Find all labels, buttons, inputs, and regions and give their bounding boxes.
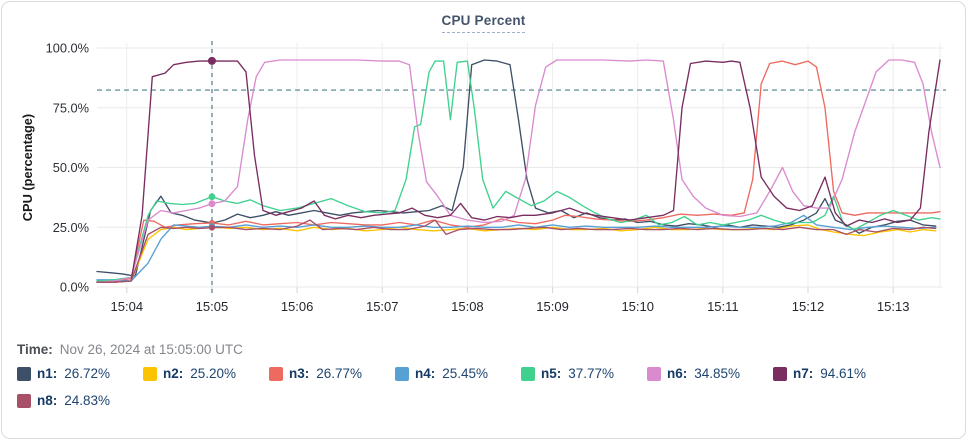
legend-series-name: n2:	[163, 366, 184, 381]
legend-series-value: 25.45%	[442, 366, 489, 381]
legend-swatch-n6	[647, 366, 661, 381]
time-label: Time:	[17, 342, 53, 357]
legend-swatch-n4	[395, 366, 409, 381]
legend-series-name: n5:	[541, 366, 562, 381]
legend-swatch-n8	[17, 393, 31, 408]
series-line-n4	[96, 214, 937, 282]
x-axis-tick-label: 15:10	[621, 299, 654, 314]
legend-item-n2[interactable]: n2: 25.20%	[143, 366, 264, 381]
series-line-n7	[96, 59, 941, 283]
legend-series-value: 26.72%	[64, 366, 111, 381]
legend-swatch-n3	[269, 366, 283, 381]
y-axis-title: CPU (percentage)	[20, 114, 35, 221]
legend-series-value: 34.85%	[694, 366, 741, 381]
y-axis-tick-label: 50.0%	[53, 160, 89, 175]
legend-series-value: 94.61%	[820, 366, 867, 381]
legend-item-n5[interactable]: n5: 37.77%	[521, 366, 642, 381]
legend-swatch-n7	[773, 366, 787, 381]
legend-swatch-n5	[521, 366, 535, 381]
legend-item-n1[interactable]: n1: 26.72%	[17, 366, 138, 381]
x-axis-tick-label: 15:09	[536, 299, 569, 314]
legend-swatch-n1	[17, 366, 31, 381]
legend-item-n3[interactable]: n3: 26.77%	[269, 366, 390, 381]
x-axis-tick-label: 15:08	[451, 299, 484, 314]
legend-series-value: 25.20%	[190, 366, 237, 381]
legend-series-name: n3:	[289, 366, 310, 381]
legend-series-value: 24.83%	[64, 393, 111, 408]
series-line-n5	[96, 60, 941, 282]
crosshair-dot-n5	[208, 193, 216, 201]
crosshair-dot-n7	[207, 56, 216, 65]
series-line-n2	[96, 224, 937, 283]
y-axis-tick-label: 75.0%	[53, 100, 89, 115]
tooltip-time-row: Time: Nov 26, 2024 at 15:05:00 UTC	[17, 342, 243, 357]
series-line-n1	[96, 59, 937, 277]
legend-series-name: n1:	[37, 366, 58, 381]
x-axis-tick-label: 15:12	[792, 299, 825, 314]
x-axis-tick-label: 15:11	[707, 299, 739, 314]
legend-item-n6[interactable]: n6: 34.85%	[647, 366, 768, 381]
legend-item-n4[interactable]: n4: 25.45%	[395, 366, 516, 381]
x-axis-tick-label: 15:07	[366, 299, 399, 314]
crosshair-dot-n8	[208, 224, 215, 231]
legend-series-name: n7:	[793, 366, 814, 381]
crosshair-dot-n6	[208, 200, 216, 208]
series-line-n3	[96, 60, 941, 283]
y-axis-tick-label: 25.0%	[53, 220, 89, 235]
legend-series-name: n6:	[667, 366, 688, 381]
series-line-n8	[96, 219, 937, 283]
legend-series-value: 37.77%	[568, 366, 615, 381]
legend-series-name: n8:	[37, 393, 58, 408]
y-axis-tick-label: 0.0%	[60, 280, 89, 295]
legend-series-name: n4:	[415, 366, 436, 381]
legend-item-n8[interactable]: n8: 24.83%	[17, 393, 138, 408]
series-line-n6	[96, 59, 941, 283]
x-axis-tick-label: 15:06	[281, 299, 314, 314]
time-value: Nov 26, 2024 at 15:05:00 UTC	[59, 342, 243, 357]
y-axis-tick-label: 100.0%	[46, 41, 89, 56]
legend-series-value: 26.77%	[316, 366, 363, 381]
x-axis-tick-label: 15:13	[877, 299, 910, 314]
chart-title[interactable]: CPU Percent	[441, 13, 526, 33]
legend-item-n7[interactable]: n7: 94.61%	[773, 366, 894, 381]
chart-legend: n1: 26.72% n2: 25.20% n3: 26.77% n4: 25.45% n5: 3…	[17, 366, 953, 408]
x-axis-tick-label: 15:04	[111, 299, 144, 314]
x-axis-tick-label: 15:05	[196, 299, 229, 314]
cpu-percent-line-chart[interactable]: 0.0% 25.0% 50.0% 75.0% 100.0% 15:04 15:05 15:06…	[2, 38, 968, 322]
legend-swatch-n2	[143, 366, 157, 381]
